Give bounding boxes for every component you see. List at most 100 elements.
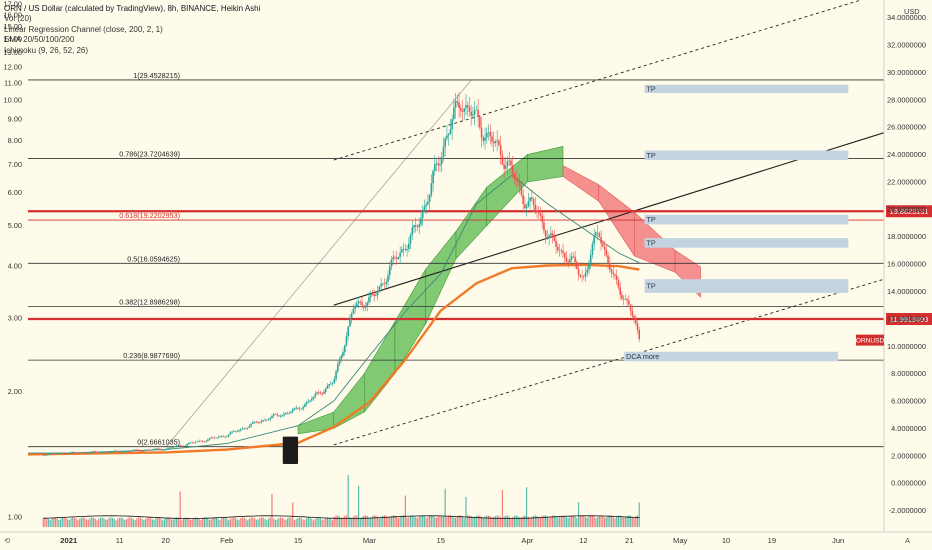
volume-bar-201 bbox=[390, 516, 393, 527]
candle-body-238 bbox=[454, 101, 457, 108]
candle-body-75 bbox=[172, 447, 175, 448]
candle-body-104 bbox=[222, 436, 225, 437]
candle-body-343 bbox=[636, 323, 639, 330]
volume-bar-295 bbox=[553, 515, 555, 527]
volume-bar-322 bbox=[600, 515, 602, 527]
volume-bar-98 bbox=[212, 517, 214, 527]
volume-bar-72 bbox=[167, 517, 169, 527]
volume-bar-9 bbox=[58, 519, 60, 527]
volume-bar-267 bbox=[505, 515, 507, 527]
candle-body-55 bbox=[137, 449, 140, 451]
volume-bar-221 bbox=[425, 517, 427, 527]
candle-body-57 bbox=[141, 451, 143, 452]
candle-body-320 bbox=[596, 232, 599, 234]
candle-body-220 bbox=[423, 206, 426, 211]
candle-body-201 bbox=[390, 259, 393, 267]
candle-body-231 bbox=[442, 146, 445, 157]
candle-body-236 bbox=[451, 119, 453, 130]
volume-bar-309 bbox=[577, 502, 580, 527]
volume-bar-10 bbox=[60, 519, 62, 527]
candle-body-18 bbox=[73, 452, 76, 453]
volume-bar-261 bbox=[494, 515, 497, 527]
volume-bar-238 bbox=[454, 517, 457, 527]
candle-body-50 bbox=[129, 451, 131, 453]
fib-label-0: 1(29.4528215) bbox=[133, 71, 180, 80]
candle-body-66 bbox=[156, 448, 159, 450]
candle-body-292 bbox=[548, 235, 550, 239]
volume-bar-153 bbox=[307, 517, 309, 527]
candle-body-297 bbox=[557, 246, 559, 251]
volume-bar-49 bbox=[127, 517, 129, 527]
volume-bar-31 bbox=[96, 520, 98, 527]
candle-body-127 bbox=[262, 419, 265, 421]
candle-body-208 bbox=[402, 248, 405, 250]
volume-bar-151 bbox=[304, 519, 306, 527]
candle-body-135 bbox=[276, 414, 278, 416]
indicator-ema[interactable]: EMA 20/50/100/200 bbox=[4, 35, 75, 45]
volume-bar-27 bbox=[89, 518, 91, 527]
volume-bar-178 bbox=[351, 517, 353, 527]
candle-body-181 bbox=[356, 303, 358, 306]
key-levels[interactable]: 19.8625151 11.9918498 bbox=[28, 205, 932, 326]
left-tick-15: 2.00 bbox=[8, 387, 22, 396]
target-label-0: TP bbox=[647, 84, 656, 93]
volume-bar-243 bbox=[463, 518, 465, 527]
candle-body-138 bbox=[281, 415, 284, 417]
candle-body-51 bbox=[130, 450, 133, 452]
candle-body-308 bbox=[576, 262, 578, 270]
candle-body-226 bbox=[434, 163, 436, 171]
volume-bar-274 bbox=[517, 515, 519, 527]
volume-bar-125 bbox=[259, 518, 261, 527]
volume-bar-117 bbox=[245, 518, 247, 527]
volume-bar-298 bbox=[558, 517, 561, 527]
volume-bar-116 bbox=[243, 517, 245, 527]
volume-bar-342 bbox=[635, 516, 637, 527]
volume-bar-280 bbox=[527, 516, 529, 527]
volume-bar-120 bbox=[250, 517, 252, 527]
candle-body-254 bbox=[482, 137, 485, 141]
volume-bar-141 bbox=[286, 518, 289, 527]
volume-bar-46 bbox=[122, 518, 124, 527]
volume-bar-20 bbox=[77, 520, 79, 527]
time-axis[interactable]: 2021 11 20 Feb 15 Mar 15 Apr 12 21 May 10 19 Jun ⟲ A bbox=[0, 531, 932, 545]
candle-body-274 bbox=[517, 180, 519, 182]
marker-rect bbox=[282, 436, 299, 465]
candle-body-288 bbox=[541, 215, 544, 223]
volume-bar-326 bbox=[607, 516, 609, 527]
candle-body-37 bbox=[106, 452, 109, 453]
indicator-ichimoku[interactable]: Ichimoku (9, 26, 52, 26) bbox=[4, 45, 89, 55]
candle-body-221 bbox=[425, 204, 427, 207]
candle-body-167 bbox=[331, 382, 334, 384]
volume-bar-188 bbox=[368, 517, 370, 527]
right-tick-9: 16.0000000 bbox=[887, 260, 926, 269]
candle-body-59 bbox=[144, 450, 147, 451]
volume-bar-269 bbox=[508, 516, 510, 527]
volume-bar-54 bbox=[136, 518, 138, 527]
volume-bar-312 bbox=[583, 515, 585, 527]
volume-bar-258 bbox=[489, 516, 491, 527]
candle-body-61 bbox=[148, 449, 150, 451]
candle-body-261 bbox=[494, 141, 497, 144]
fib-label-3: 0.5(16.0594625) bbox=[127, 254, 180, 263]
left-tick-3: 14.00 bbox=[4, 35, 23, 44]
volume-bar-187 bbox=[366, 515, 368, 527]
volume-bar-18 bbox=[73, 517, 76, 527]
candle-body-130 bbox=[267, 419, 270, 421]
candle-body-176 bbox=[347, 326, 349, 337]
volume-bar-7 bbox=[54, 517, 57, 527]
volume-bar-51 bbox=[131, 517, 133, 527]
volume-bar-197 bbox=[383, 515, 386, 527]
volume-bar-175 bbox=[345, 515, 348, 527]
candle-body-258 bbox=[489, 132, 492, 137]
target-boxes[interactable]: TP TP TP TP TP DCA more bbox=[624, 84, 849, 362]
volume-bar-214 bbox=[413, 515, 415, 527]
volume-bar-19 bbox=[75, 518, 77, 527]
indicator-regression[interactable]: Linear Regression Channel (close, 200, 2… bbox=[4, 24, 163, 34]
candle-body-264 bbox=[499, 145, 502, 155]
indicator-volume[interactable]: Vol (20) bbox=[4, 14, 32, 24]
candle-body-194 bbox=[378, 286, 381, 292]
candle-body-298 bbox=[558, 250, 561, 251]
candle-body-182 bbox=[357, 301, 360, 304]
